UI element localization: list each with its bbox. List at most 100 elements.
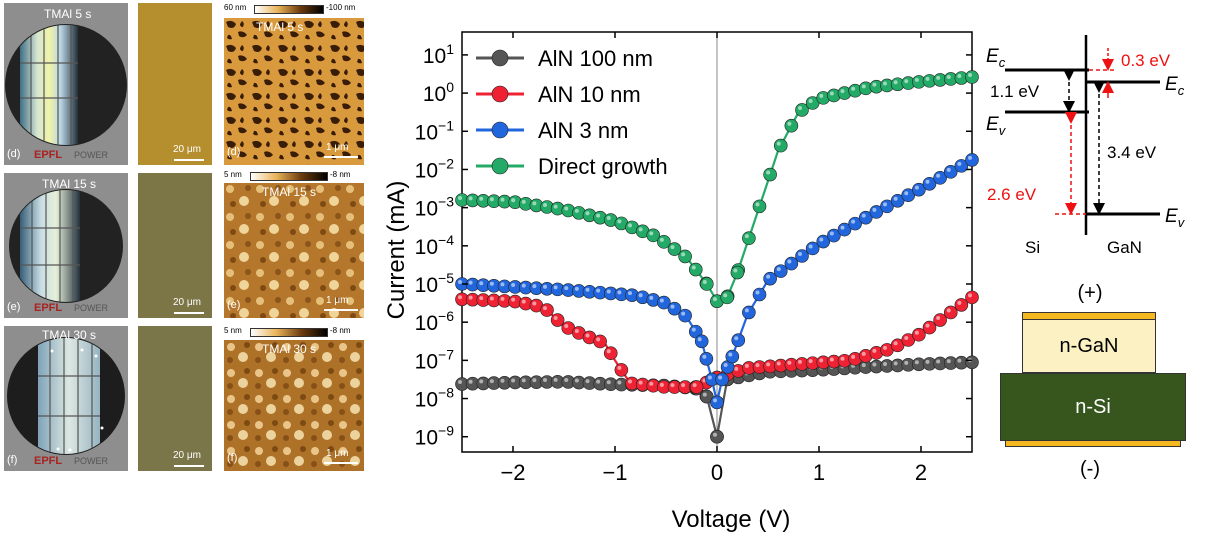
data-point-highlight (798, 359, 802, 364)
data-point-highlight (798, 105, 802, 110)
y-tick-label: 10−8 (415, 385, 455, 412)
data-point-highlight (702, 354, 707, 359)
chart-series-group (455, 70, 979, 444)
data-point-highlight (489, 281, 494, 286)
data-point-highlight (532, 378, 537, 383)
y-tick-label: 10−9 (415, 423, 455, 450)
data-point-highlight (713, 398, 717, 403)
data-point-highlight (707, 375, 712, 380)
bottom-contact (1005, 440, 1181, 447)
power-logo: POWER (74, 456, 109, 466)
optical-image-tmal-15s: 20 μm (138, 173, 212, 318)
wafer-label: TMAl 30 s (42, 328, 97, 342)
data-point-highlight (872, 362, 877, 367)
data-point (688, 262, 703, 277)
data-point-highlight (946, 167, 951, 172)
series-aln-3-nm (455, 153, 979, 410)
data-point-highlight (511, 297, 516, 302)
data-point-highlight (904, 79, 909, 84)
si-gap-label: 1.1 eV (990, 82, 1040, 101)
data-point-highlight (883, 202, 887, 207)
data-point (678, 249, 692, 264)
data-point-highlight (649, 295, 654, 300)
data-point-highlight (596, 213, 601, 218)
data-point (965, 153, 979, 167)
data-point-highlight (500, 197, 505, 202)
delta-ev-label: 2.6 eV (987, 185, 1037, 204)
data-point-highlight (691, 327, 696, 332)
data-point-highlight (968, 293, 972, 298)
data-point-highlight (458, 196, 462, 200)
data-point-highlight (936, 359, 941, 364)
data-point (614, 363, 629, 377)
data-point-highlight (532, 201, 537, 206)
data-point-highlight (511, 378, 516, 383)
panel-letter: (e) (227, 299, 241, 311)
legend-label: AlN 10 nm (538, 82, 641, 107)
data-point-highlight (458, 295, 462, 300)
data-point-highlight (734, 336, 739, 341)
data-point-highlight (649, 231, 654, 236)
data-point (678, 308, 692, 323)
data-point (593, 334, 607, 349)
si-layer: n-Si (1000, 373, 1186, 441)
legend-marker (491, 49, 509, 67)
data-point-highlight (819, 358, 824, 363)
data-point-highlight (861, 351, 866, 356)
scale-label: 20 μm (173, 297, 201, 308)
afm-image-tmal-5s: TMAl 5 s (d) 1 μm (224, 18, 364, 165)
data-point-highlight (904, 191, 909, 196)
data-point-highlight (521, 378, 526, 383)
data-point-highlight (872, 82, 877, 87)
data-point-highlight (585, 333, 590, 338)
data-point-highlight (468, 280, 473, 285)
data-point-highlight (585, 379, 590, 384)
data-point-highlight (489, 296, 494, 301)
afm-label: TMAl 30 s (262, 342, 317, 356)
data-point-highlight (638, 380, 643, 385)
afm-image-tmal-30s: TMAl 30 s (f) 1 μm (224, 340, 364, 471)
data-point-highlight (851, 86, 856, 91)
data-point-highlight (829, 231, 834, 236)
data-point (965, 355, 979, 370)
data-point-highlight (936, 316, 941, 321)
data-point (752, 287, 767, 302)
data-point-highlight (946, 74, 951, 79)
colorbar-gradient (250, 172, 328, 181)
scale-label: 1 μm (326, 295, 349, 306)
wafer-label: TMAl 5 s (44, 7, 92, 21)
data-point-highlight (904, 360, 909, 365)
colorbar-gradient (250, 328, 328, 337)
data-point-highlight (574, 378, 579, 383)
gan-layer-label: n-GaN (1059, 334, 1119, 357)
data-point-highlight (968, 155, 972, 160)
epfl-logo: EPFL (34, 455, 63, 467)
data-point-highlight (744, 308, 749, 313)
data-point-highlight (829, 357, 834, 362)
data-point-highlight (957, 74, 962, 79)
data-point-highlight (543, 284, 547, 289)
legend-entry: AlN 3 nm (476, 118, 628, 143)
data-point-highlight (766, 274, 771, 279)
data-point-highlight (564, 206, 569, 211)
y-tick-label: 10−7 (415, 346, 455, 373)
data-point-highlight (468, 295, 473, 300)
data-point-highlight (606, 216, 611, 221)
data-point-highlight (500, 296, 505, 301)
data-point (550, 313, 565, 327)
data-point-highlight (914, 330, 919, 335)
data-point-highlight (659, 382, 664, 387)
data-point-highlight (585, 211, 590, 216)
data-point-highlight (946, 308, 951, 313)
panel-letter: (f) (7, 454, 18, 466)
data-point-highlight (957, 300, 962, 305)
panel-letter: (e) (7, 301, 21, 313)
gan-layer: n-GaN (1022, 319, 1156, 373)
data-point-highlight (925, 323, 930, 328)
data-point-highlight (893, 196, 898, 201)
chart-axes: −2 −1 0 1 2 101 100 10−1 10−2 10−3 10−4 10−5 10−6 10−… (415, 32, 972, 485)
data-point-highlight (925, 359, 930, 364)
data-point-highlight (521, 299, 526, 304)
data-point-highlight (787, 121, 792, 126)
data-point-highlight (872, 348, 877, 353)
